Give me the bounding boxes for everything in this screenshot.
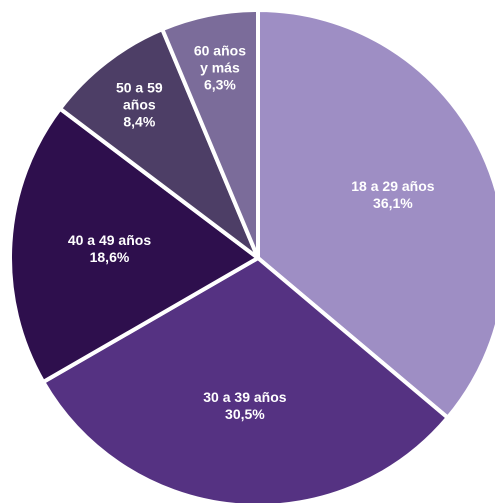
slice-label: 40 a 49 años 18,6%: [68, 232, 151, 266]
pie-slice: [8, 106, 260, 384]
value-label: 36,1%: [373, 195, 413, 212]
pie-slice: [41, 256, 450, 503]
value-label: 30,5%: [225, 406, 265, 423]
category-label: 50 a 59 años: [115, 79, 163, 113]
slice-label: 18 a 29 años 36,1%: [351, 178, 434, 212]
pie-slice: [256, 8, 495, 420]
slice-label: 60 años y más 6,3%: [189, 43, 251, 94]
slice-label: 30 a 39 años 30,5%: [203, 389, 286, 423]
category-label: 18 a 29 años: [351, 178, 435, 195]
value-label: 8,4%: [123, 113, 156, 130]
category-label: 40 a 49 años: [67, 231, 152, 248]
pie-slice: [160, 8, 260, 260]
value-label: 18,6%: [89, 248, 130, 265]
pie-slice: [58, 27, 260, 260]
value-label: 6,3%: [203, 76, 236, 93]
slice-label: 50 a 59 años 8,4%: [108, 80, 170, 131]
category-label: 30 a 39 años: [203, 389, 287, 406]
category-label: 60 años y más: [193, 42, 246, 76]
